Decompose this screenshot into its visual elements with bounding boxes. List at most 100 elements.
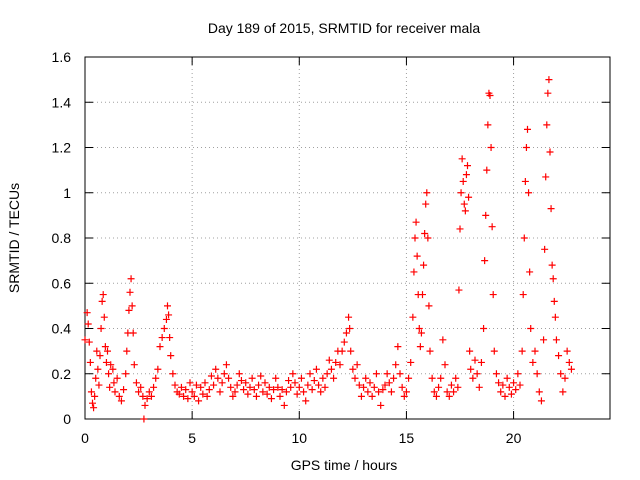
data-point — [567, 365, 575, 373]
data-point — [315, 381, 323, 389]
data-point — [171, 381, 179, 389]
data-point — [455, 286, 463, 294]
data-point — [81, 336, 89, 344]
x-tick-label: 0 — [81, 430, 89, 446]
data-point — [420, 261, 428, 269]
data-point — [141, 401, 149, 409]
data-point — [551, 313, 559, 321]
data-point — [407, 358, 415, 366]
data-point — [212, 365, 220, 373]
data-point — [387, 388, 395, 396]
data-point — [99, 291, 107, 299]
data-point — [259, 388, 267, 396]
data-point — [132, 379, 140, 387]
data-point — [561, 374, 569, 382]
data-point — [565, 358, 573, 366]
x-tick-label: 10 — [291, 430, 307, 446]
data-point — [100, 313, 108, 321]
data-point — [84, 320, 92, 328]
data-point — [402, 388, 410, 396]
data-point — [394, 343, 402, 351]
y-tick-label: 0.6 — [52, 275, 72, 291]
data-point — [421, 229, 429, 237]
data-point — [102, 358, 110, 366]
data-point — [162, 315, 170, 323]
data-point — [300, 388, 308, 396]
data-point — [415, 325, 423, 332]
data-point — [182, 386, 190, 394]
data-point — [95, 381, 103, 389]
data-point — [419, 291, 426, 299]
data-point — [246, 383, 254, 391]
data-point — [214, 374, 222, 382]
data-point — [276, 392, 284, 400]
data-point — [465, 193, 473, 201]
data-point — [467, 365, 475, 373]
data-point — [152, 374, 160, 382]
data-point — [278, 386, 286, 394]
data-point — [497, 388, 505, 396]
data-point — [488, 223, 496, 231]
grid-lines — [85, 57, 610, 419]
data-point — [235, 370, 243, 378]
data-point — [484, 121, 492, 129]
x-tick-label: 20 — [506, 430, 522, 446]
data-point — [518, 347, 526, 355]
data-point — [197, 383, 205, 391]
data-point — [547, 205, 555, 213]
data-point — [460, 200, 468, 208]
data-point — [210, 381, 218, 389]
data-point — [525, 189, 533, 197]
data-point — [188, 388, 196, 396]
data-point — [297, 374, 305, 382]
data-point — [540, 336, 548, 344]
data-point — [435, 383, 443, 391]
data-point — [495, 379, 503, 387]
data-point — [139, 392, 147, 400]
data-point — [87, 388, 95, 396]
data-point — [240, 386, 248, 394]
data-point — [120, 386, 128, 394]
data-point — [252, 392, 260, 400]
data-point — [550, 297, 558, 305]
data-point — [83, 309, 91, 317]
data-point — [90, 404, 98, 412]
data-point — [327, 365, 335, 373]
data-point — [483, 166, 491, 174]
data-point — [117, 397, 125, 405]
data-point — [166, 334, 174, 342]
data-point — [330, 374, 338, 382]
data-point — [443, 388, 451, 396]
data-point — [203, 392, 211, 400]
data-point — [439, 336, 447, 344]
data-point — [104, 347, 111, 355]
data-point — [127, 275, 135, 283]
data-point — [150, 383, 158, 391]
data-point — [555, 352, 563, 360]
data-point — [351, 374, 359, 382]
data-point — [184, 395, 192, 403]
data-point — [195, 397, 203, 405]
data-point — [156, 343, 164, 351]
data-point — [218, 379, 226, 387]
data-point — [280, 401, 288, 409]
data-point — [372, 370, 380, 378]
data-point — [321, 383, 329, 391]
data-point — [190, 392, 198, 400]
data-point — [143, 395, 151, 403]
data-point — [165, 311, 173, 319]
data-point — [452, 374, 460, 382]
data-point — [85, 338, 93, 346]
data-point — [192, 381, 200, 389]
data-point — [524, 125, 531, 133]
data-point — [101, 343, 109, 351]
data-point — [520, 234, 528, 242]
data-point — [231, 388, 239, 396]
data-point — [541, 245, 549, 253]
data-point — [360, 383, 368, 391]
data-point — [137, 383, 145, 391]
data-point — [128, 302, 136, 310]
data-point — [270, 386, 278, 394]
data-point — [531, 347, 539, 355]
